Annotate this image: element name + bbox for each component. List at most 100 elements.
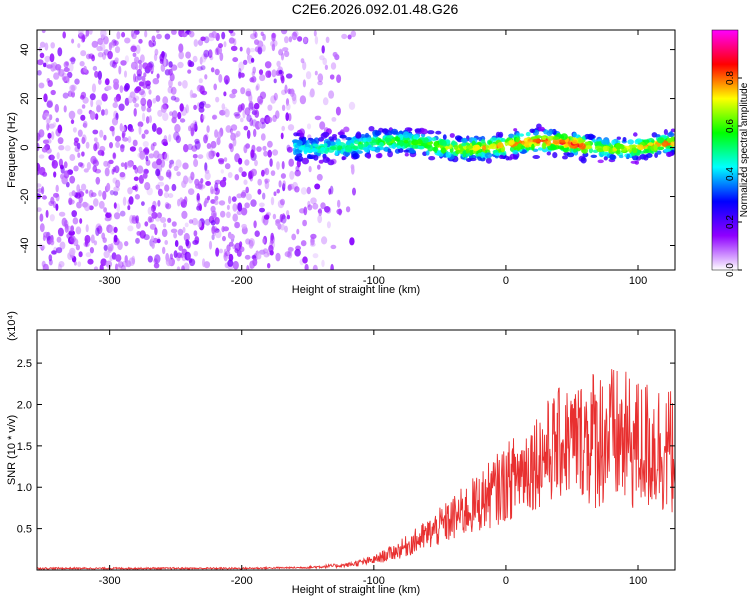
spec-noise-blob-1002 — [265, 116, 273, 124]
spec-signal-blob-1471 — [366, 153, 372, 159]
spec-noise-blob-862 — [322, 97, 329, 106]
snr-y-multiplier: (x10⁴) — [6, 311, 18, 341]
spec-signal-blob-1967 — [497, 142, 504, 149]
spec-noise-blob-56 — [294, 169, 301, 177]
spec-noise-blob-415 — [88, 30, 93, 35]
spec-noise-blob-857 — [243, 144, 248, 154]
spec-noise-blob-1000 — [158, 175, 164, 181]
spec-noise-blob-75 — [238, 166, 243, 173]
spec-signal-blob-2020 — [379, 141, 384, 148]
spec-noise-blob-590 — [231, 88, 238, 95]
spec-noise-blob-497 — [330, 244, 337, 250]
spec-noise-blob-166 — [85, 224, 89, 233]
spec-noise-blob-931 — [117, 264, 122, 270]
spec-noise-blob-739 — [108, 225, 116, 235]
spec-noise-blob-954 — [41, 146, 48, 153]
spec-noise-blob-66 — [306, 123, 312, 130]
spec-noise-blob-472 — [77, 108, 83, 115]
spec-signal-blob-1974 — [465, 148, 470, 154]
snr-x-tick-label-4: 100 — [629, 575, 647, 587]
spec-noise-blob-966 — [55, 247, 63, 254]
spec-noise-blob-34 — [55, 117, 60, 123]
spec-signal-blob-1462 — [435, 130, 442, 135]
spec-noise-blob-139 — [63, 67, 70, 72]
spec-noise-blob-390 — [240, 207, 248, 216]
spec-noise-blob-461 — [223, 252, 228, 262]
spec-noise-blob-850 — [303, 37, 308, 44]
spec-noise-blob-1051 — [253, 102, 260, 110]
spec-noise-blob-1026 — [309, 88, 315, 98]
spec-noise-blob-1103 — [71, 85, 75, 94]
spec-noise-blob-506 — [306, 186, 311, 195]
spec-noise-blob-491 — [314, 115, 322, 121]
spec-noise-blob-1135 — [165, 257, 173, 267]
spec-noise-blob-263 — [162, 96, 169, 105]
spec-noise-blob-997 — [272, 69, 277, 76]
spec-signal-blob-1961 — [312, 143, 319, 147]
spec-signal-blob-1907 — [445, 151, 452, 158]
spec-noise-blob-1003 — [171, 116, 177, 124]
spec-noise-blob-668 — [289, 170, 295, 180]
spec-noise-blob-3 — [317, 164, 321, 170]
spec-noise-blob-732 — [69, 247, 76, 256]
spec-noise-blob-248 — [181, 210, 188, 219]
spec-noise-blob-886 — [188, 219, 194, 224]
spec-noise-blob-875 — [246, 129, 251, 139]
spec-noise-blob-367 — [152, 142, 157, 147]
spec-noise-blob-501 — [236, 210, 242, 215]
spec-noise-blob-383 — [37, 207, 42, 212]
spec-noise-blob-1086 — [281, 214, 287, 224]
spec-noise-blob-1071 — [121, 130, 126, 138]
spec-noise-blob-965 — [103, 207, 107, 213]
spec-signal-blob-1808 — [387, 148, 392, 154]
spec-noise-blob-483 — [90, 192, 97, 198]
spec-noise-blob-700 — [198, 78, 203, 84]
spec-noise-blob-311 — [147, 255, 153, 263]
spec-noise-blob-453 — [48, 154, 55, 161]
spec-noise-blob-1180 — [176, 171, 181, 177]
spec-signal-blob-1346 — [597, 159, 604, 164]
spec-noise-blob-1064 — [227, 172, 233, 178]
spec-noise-blob-975 — [81, 151, 85, 157]
spec-signal-blob-2072 — [512, 150, 519, 155]
spec-noise-blob-292 — [147, 206, 153, 216]
spec-noise-blob-214 — [170, 95, 177, 101]
spec-noise-blob-838 — [227, 259, 234, 267]
spec-noise-blob-989 — [173, 165, 179, 172]
spec-noise-blob-690 — [203, 200, 207, 208]
spec-noise-blob-1039 — [314, 183, 321, 190]
spec-noise-blob-1136 — [228, 143, 233, 150]
spec-signal-blob-1981 — [517, 143, 522, 150]
spec-signal-blob-2025 — [408, 149, 416, 154]
spec-noise-blob-556 — [68, 197, 73, 206]
spec-signal-blob-1992 — [482, 145, 487, 151]
spec-noise-blob-747 — [113, 226, 118, 233]
spec-signal-blob-1790 — [490, 143, 497, 150]
spec-signal-blob-1893 — [318, 137, 324, 142]
spec-noise-blob-46 — [169, 111, 173, 116]
spec-noise-blob-704 — [95, 176, 101, 185]
spec-noise-blob-529 — [55, 203, 59, 211]
spec-signal-blob-1605 — [590, 154, 598, 158]
snr-y-label: SNR (10 * v/v) — [6, 415, 18, 485]
spec-noise-blob-481 — [267, 104, 273, 111]
spec-noise-blob-1054 — [113, 212, 121, 220]
spec-noise-blob-903 — [296, 228, 300, 235]
spec-noise-blob-1160 — [42, 171, 48, 177]
spec-noise-blob-612 — [321, 259, 325, 268]
spec-noise-blob-72 — [219, 52, 224, 61]
spec-x-tick-label-0: -300 — [99, 275, 121, 287]
spec-noise-blob-449 — [130, 61, 138, 70]
spectrogram-marks — [37, 30, 675, 270]
spec-noise-blob-137 — [175, 135, 181, 144]
snr-plot-area — [37, 330, 675, 570]
spec-signal-blob-2066 — [596, 147, 603, 153]
spec-noise-blob-104 — [38, 154, 45, 159]
spec-signal-blob-1782 — [500, 138, 506, 142]
spec-noise-blob-1017 — [203, 49, 210, 58]
spec-noise-blob-935 — [83, 65, 87, 73]
spec-signal-blob-1956 — [298, 146, 305, 151]
spec-signal-blob-2039 — [352, 153, 360, 160]
spec-noise-blob-625 — [285, 98, 290, 106]
spec-noise-blob-657 — [94, 70, 99, 78]
